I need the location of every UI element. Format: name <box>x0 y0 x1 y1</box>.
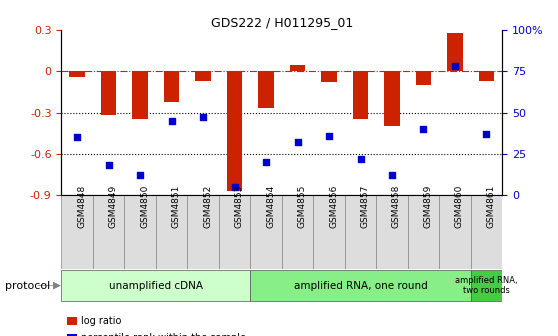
Point <box>325 133 334 138</box>
Bar <box>132 72 148 119</box>
Point <box>356 156 365 161</box>
Bar <box>376 195 408 269</box>
Bar <box>195 72 211 81</box>
Bar <box>187 195 219 269</box>
Bar <box>345 195 376 269</box>
Text: GSM4852: GSM4852 <box>203 184 212 227</box>
Bar <box>251 270 471 301</box>
Bar <box>227 72 242 191</box>
Point <box>136 172 145 178</box>
Bar <box>93 195 124 269</box>
Point <box>482 131 491 137</box>
Bar <box>251 195 282 269</box>
Bar <box>439 195 471 269</box>
Bar <box>124 195 156 269</box>
Text: GSM4858: GSM4858 <box>392 184 401 228</box>
Bar <box>471 195 502 269</box>
Text: GSM4850: GSM4850 <box>140 184 149 228</box>
Text: GSM4856: GSM4856 <box>329 184 338 228</box>
Text: GSM4849: GSM4849 <box>109 184 118 227</box>
Text: GSM4855: GSM4855 <box>297 184 306 228</box>
Point <box>104 163 113 168</box>
Bar <box>479 72 494 81</box>
Point <box>419 126 428 132</box>
Text: GSM4857: GSM4857 <box>360 184 369 228</box>
Bar <box>353 72 368 119</box>
Bar <box>258 72 274 109</box>
Bar <box>219 195 251 269</box>
Point <box>167 118 176 123</box>
Bar <box>163 72 180 101</box>
Text: GSM4854: GSM4854 <box>266 184 275 227</box>
Text: amplified RNA,
two rounds: amplified RNA, two rounds <box>455 276 518 295</box>
Text: log ratio: log ratio <box>81 316 121 326</box>
Bar <box>447 33 463 72</box>
Bar <box>69 72 85 77</box>
Point <box>450 64 459 69</box>
Bar <box>408 195 439 269</box>
Point <box>387 172 396 178</box>
Point <box>199 115 208 120</box>
Text: protocol: protocol <box>5 281 50 291</box>
Bar <box>384 72 400 126</box>
Text: GSM4859: GSM4859 <box>424 184 432 228</box>
Bar <box>156 195 187 269</box>
Bar <box>61 195 93 269</box>
Text: GSM4860: GSM4860 <box>455 184 464 228</box>
Text: unamplified cDNA: unamplified cDNA <box>109 281 203 291</box>
Bar <box>471 270 502 301</box>
Point <box>293 139 302 145</box>
Text: percentile rank within the sample: percentile rank within the sample <box>81 333 246 336</box>
Text: amplified RNA, one round: amplified RNA, one round <box>294 281 427 291</box>
Text: GSM4848: GSM4848 <box>77 184 86 227</box>
Bar <box>101 72 117 115</box>
Bar <box>290 65 305 72</box>
Text: GSM4861: GSM4861 <box>487 184 496 228</box>
Point <box>230 184 239 189</box>
Point <box>73 134 81 140</box>
Bar <box>313 195 345 269</box>
Bar <box>61 270 251 301</box>
Title: GDS222 / H011295_01: GDS222 / H011295_01 <box>211 16 353 29</box>
Text: GSM4851: GSM4851 <box>172 184 181 228</box>
Bar <box>321 72 337 82</box>
Point <box>262 159 271 165</box>
Bar <box>416 72 431 85</box>
Bar <box>282 195 313 269</box>
Text: GSM4853: GSM4853 <box>234 184 243 228</box>
